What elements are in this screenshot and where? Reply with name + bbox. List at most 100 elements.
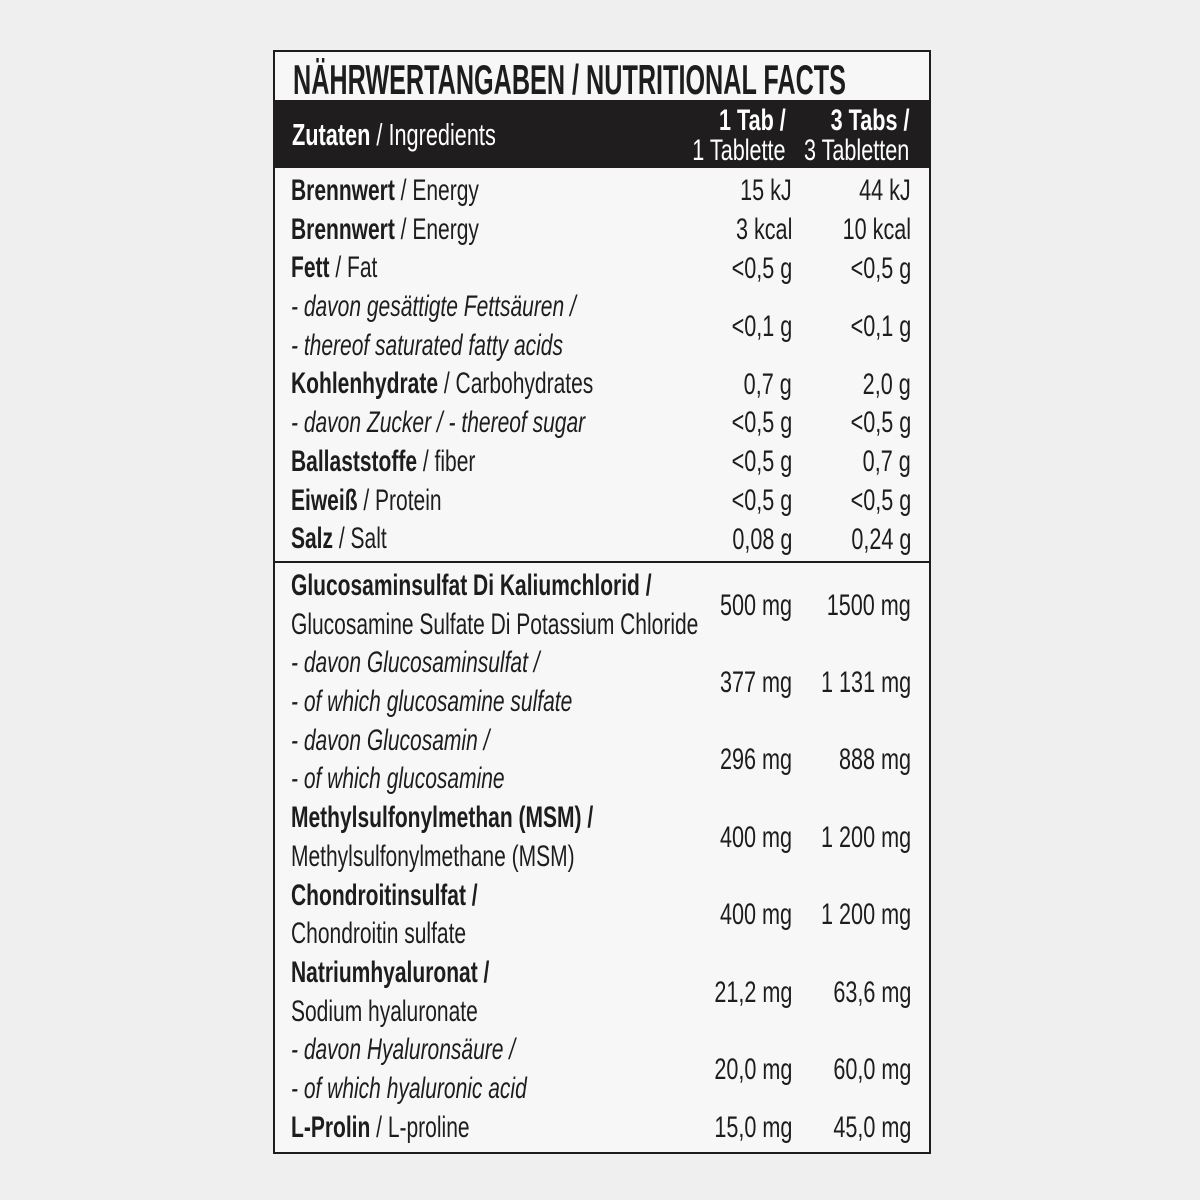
value-text: 0,7 g	[743, 367, 792, 401]
table-row: Ballaststoffe / fiber <0,5 g 0,7 g	[275, 443, 929, 482]
label-text-italic: - davon Hyaluronsäure /	[291, 1033, 516, 1067]
row-label-line: - davon gesättigte Fettsäuren /	[291, 288, 929, 327]
value-text: 15,0 mg	[713, 1110, 792, 1144]
table-header: Zutaten / Ingredients 1 Tab / 1 Tablette…	[275, 102, 929, 168]
label-text: Fett / Fat	[291, 249, 377, 288]
label-text-italic: - thereof saturated fatty acids	[291, 328, 563, 362]
row-label: Kohlenhydrate / Carbohydrates	[275, 365, 929, 404]
value-text: 1 131 mg	[820, 666, 911, 700]
value-3-tabs: 1 200 mg	[786, 898, 911, 932]
value-3-tabs: <0,1 g	[827, 310, 911, 344]
row-label: Fett / Fat	[275, 249, 929, 288]
label-german-bold: Kohlenhydrate	[291, 367, 439, 401]
row-label-line: Brennwert / Energy	[291, 211, 929, 250]
row-label-line: Fett / Fat	[291, 249, 929, 288]
row-label-line: Natriumhyaluronat /	[291, 954, 929, 993]
row-label-line: L-Prolin / L-proline	[291, 1109, 929, 1148]
row-label-line: Chondroitinsulfat /	[291, 877, 929, 916]
value-text: 2,0 g	[862, 367, 911, 401]
label-text: - of which glucosamine	[291, 760, 505, 799]
value-3-tabs: 1 131 mg	[786, 666, 911, 700]
nutrition-facts-table: NÄHRWERTANGABEN / NUTRITIONAL FACTS Zuta…	[273, 50, 931, 1154]
label-text: Eiweiß / Protein	[291, 482, 442, 521]
row-label-line: Ballaststoffe / fiber	[291, 443, 929, 482]
label-text: Glucosamine Sulfate Di Potassium Chlorid…	[291, 606, 698, 645]
row-label-line: - davon Glucosaminsulfat /	[291, 644, 929, 683]
value-text: 63,6 mg	[832, 975, 911, 1009]
value-3-tabs: <0,5 g	[827, 252, 911, 286]
value-1-tab: 400 mg	[692, 898, 792, 932]
label-text-regular: / Energy	[394, 174, 479, 207]
table-row: - davon Hyaluronsäure / - of which hyalur…	[275, 1031, 929, 1108]
table-row: Natriumhyaluronat / Sodium hyaluronate 21,…	[275, 954, 929, 1031]
value-3-tabs: <0,5 g	[827, 484, 911, 518]
value-text: 377 mg	[719, 666, 792, 700]
value-1-tab: <0,5 g	[708, 445, 792, 479]
table-row: Brennwert / Energy 15 kJ 44 kJ	[275, 172, 929, 211]
value-1-tab: <0,5 g	[708, 252, 792, 286]
label-german-bold: Fett	[291, 251, 330, 285]
row-label-line: Brennwert / Energy	[291, 172, 929, 211]
value-3-tabs: 2,0 g	[844, 368, 911, 402]
value-3-tabs: 1500 mg	[794, 589, 911, 623]
nutrients-section: Brennwert / Energy 15 kJ 44 kJ Brennwert / …	[275, 168, 929, 563]
label-text: Ballaststoffe / fiber	[291, 443, 475, 482]
value-text: 1 200 mg	[820, 898, 911, 932]
table-row: Glucosaminsulfat Di Kaliumchlorid / Gluco…	[275, 567, 929, 644]
value-text: 21,2 mg	[713, 975, 792, 1009]
label-text: - davon Hyaluronsäure /	[291, 1031, 515, 1070]
value-text: <0,1 g	[850, 309, 911, 343]
value-text: <0,5 g	[850, 483, 911, 517]
value-1-tab: 0,7 g	[725, 368, 792, 402]
table-row: - davon Glucosamin / - of which glucosami…	[275, 722, 929, 799]
label-text: Chondroitinsulfat /	[291, 877, 478, 916]
value-1-tab: 296 mg	[692, 743, 792, 777]
row-label-line: - thereof saturated fatty acids	[291, 327, 929, 366]
row-label-line: - davon Hyaluronsäure /	[291, 1031, 929, 1070]
value-3-tabs: 60,0 mg	[803, 1053, 911, 1087]
value-text: 1 200 mg	[820, 820, 911, 854]
table-row: Chondroitinsulfat / Chondroitin sulfate 40…	[275, 877, 929, 954]
label-text-italic: - davon gesättigte Fettsäuren /	[291, 290, 576, 324]
label-german-bold: Glucosaminsulfat Di Kaliumchlorid /	[291, 569, 652, 602]
row-label: - davon Zucker / - thereof sugar	[275, 404, 929, 443]
value-3-tabs: 44 kJ	[839, 174, 911, 208]
label-german-bold: Eiweiß	[291, 483, 358, 517]
value-text: 15 kJ	[740, 174, 792, 208]
label-text-regular: Glucosamine Sulfate Di Potassium Chlorid…	[291, 607, 699, 641]
label-text: Chondroitin sulfate	[291, 915, 466, 954]
col2-bottom: 3 Tabletten	[803, 134, 909, 167]
row-label-line: Sodium hyaluronate	[291, 993, 929, 1032]
value-text: 400 mg	[719, 820, 792, 854]
value-1-tab: 0,08 g	[709, 523, 792, 557]
value-1-tab: 20,0 mg	[684, 1053, 792, 1087]
value-text: 1500 mg	[826, 588, 911, 622]
label-text: - davon Glucosamin /	[291, 722, 489, 761]
label-text-regular: / Protein	[357, 483, 442, 517]
row-label: - davon Glucosamin / - of which glucosami…	[275, 722, 929, 799]
label-text-regular: Sodium hyaluronate	[291, 994, 478, 1028]
row-label-line: Glucosaminsulfat Di Kaliumchlorid /	[291, 567, 929, 606]
row-label: Brennwert / Energy	[275, 211, 929, 250]
value-text: 44 kJ	[859, 174, 911, 208]
label-german-bold: Salz	[291, 522, 334, 556]
label-german-bold: Chondroitinsulfat /	[291, 878, 478, 912]
value-3-tabs: 45,0 mg	[803, 1111, 911, 1145]
label-text: Methylsulfonylmethan (MSM) /	[291, 799, 593, 838]
value-3-tabs: <0,5 g	[827, 406, 911, 440]
row-label: Eiweiß / Protein	[275, 482, 929, 521]
value-1-tab: 377 mg	[692, 666, 792, 700]
row-label-line: Salz / Salt	[291, 520, 929, 559]
label-text: - of which glucosamine sulfate	[291, 683, 572, 722]
label-text: Brennwert / Energy	[291, 211, 479, 250]
value-3-tabs: 10 kcal	[816, 213, 911, 247]
table-title-bar: NÄHRWERTANGABEN / NUTRITIONAL FACTS	[275, 52, 929, 103]
value-text: 0,24 g	[850, 522, 911, 556]
value-3-tabs: 63,6 mg	[803, 976, 911, 1010]
value-text: 45,0 mg	[832, 1110, 911, 1144]
row-label-line: Methylsulfonylmethan (MSM) /	[291, 799, 929, 838]
value-text: 60,0 mg	[832, 1052, 911, 1086]
row-label: Chondroitinsulfat / Chondroitin sulfate	[275, 877, 929, 954]
label-text-italic: - of which hyaluronic acid	[291, 1071, 527, 1105]
label-german-bold: Brennwert	[291, 212, 395, 246]
